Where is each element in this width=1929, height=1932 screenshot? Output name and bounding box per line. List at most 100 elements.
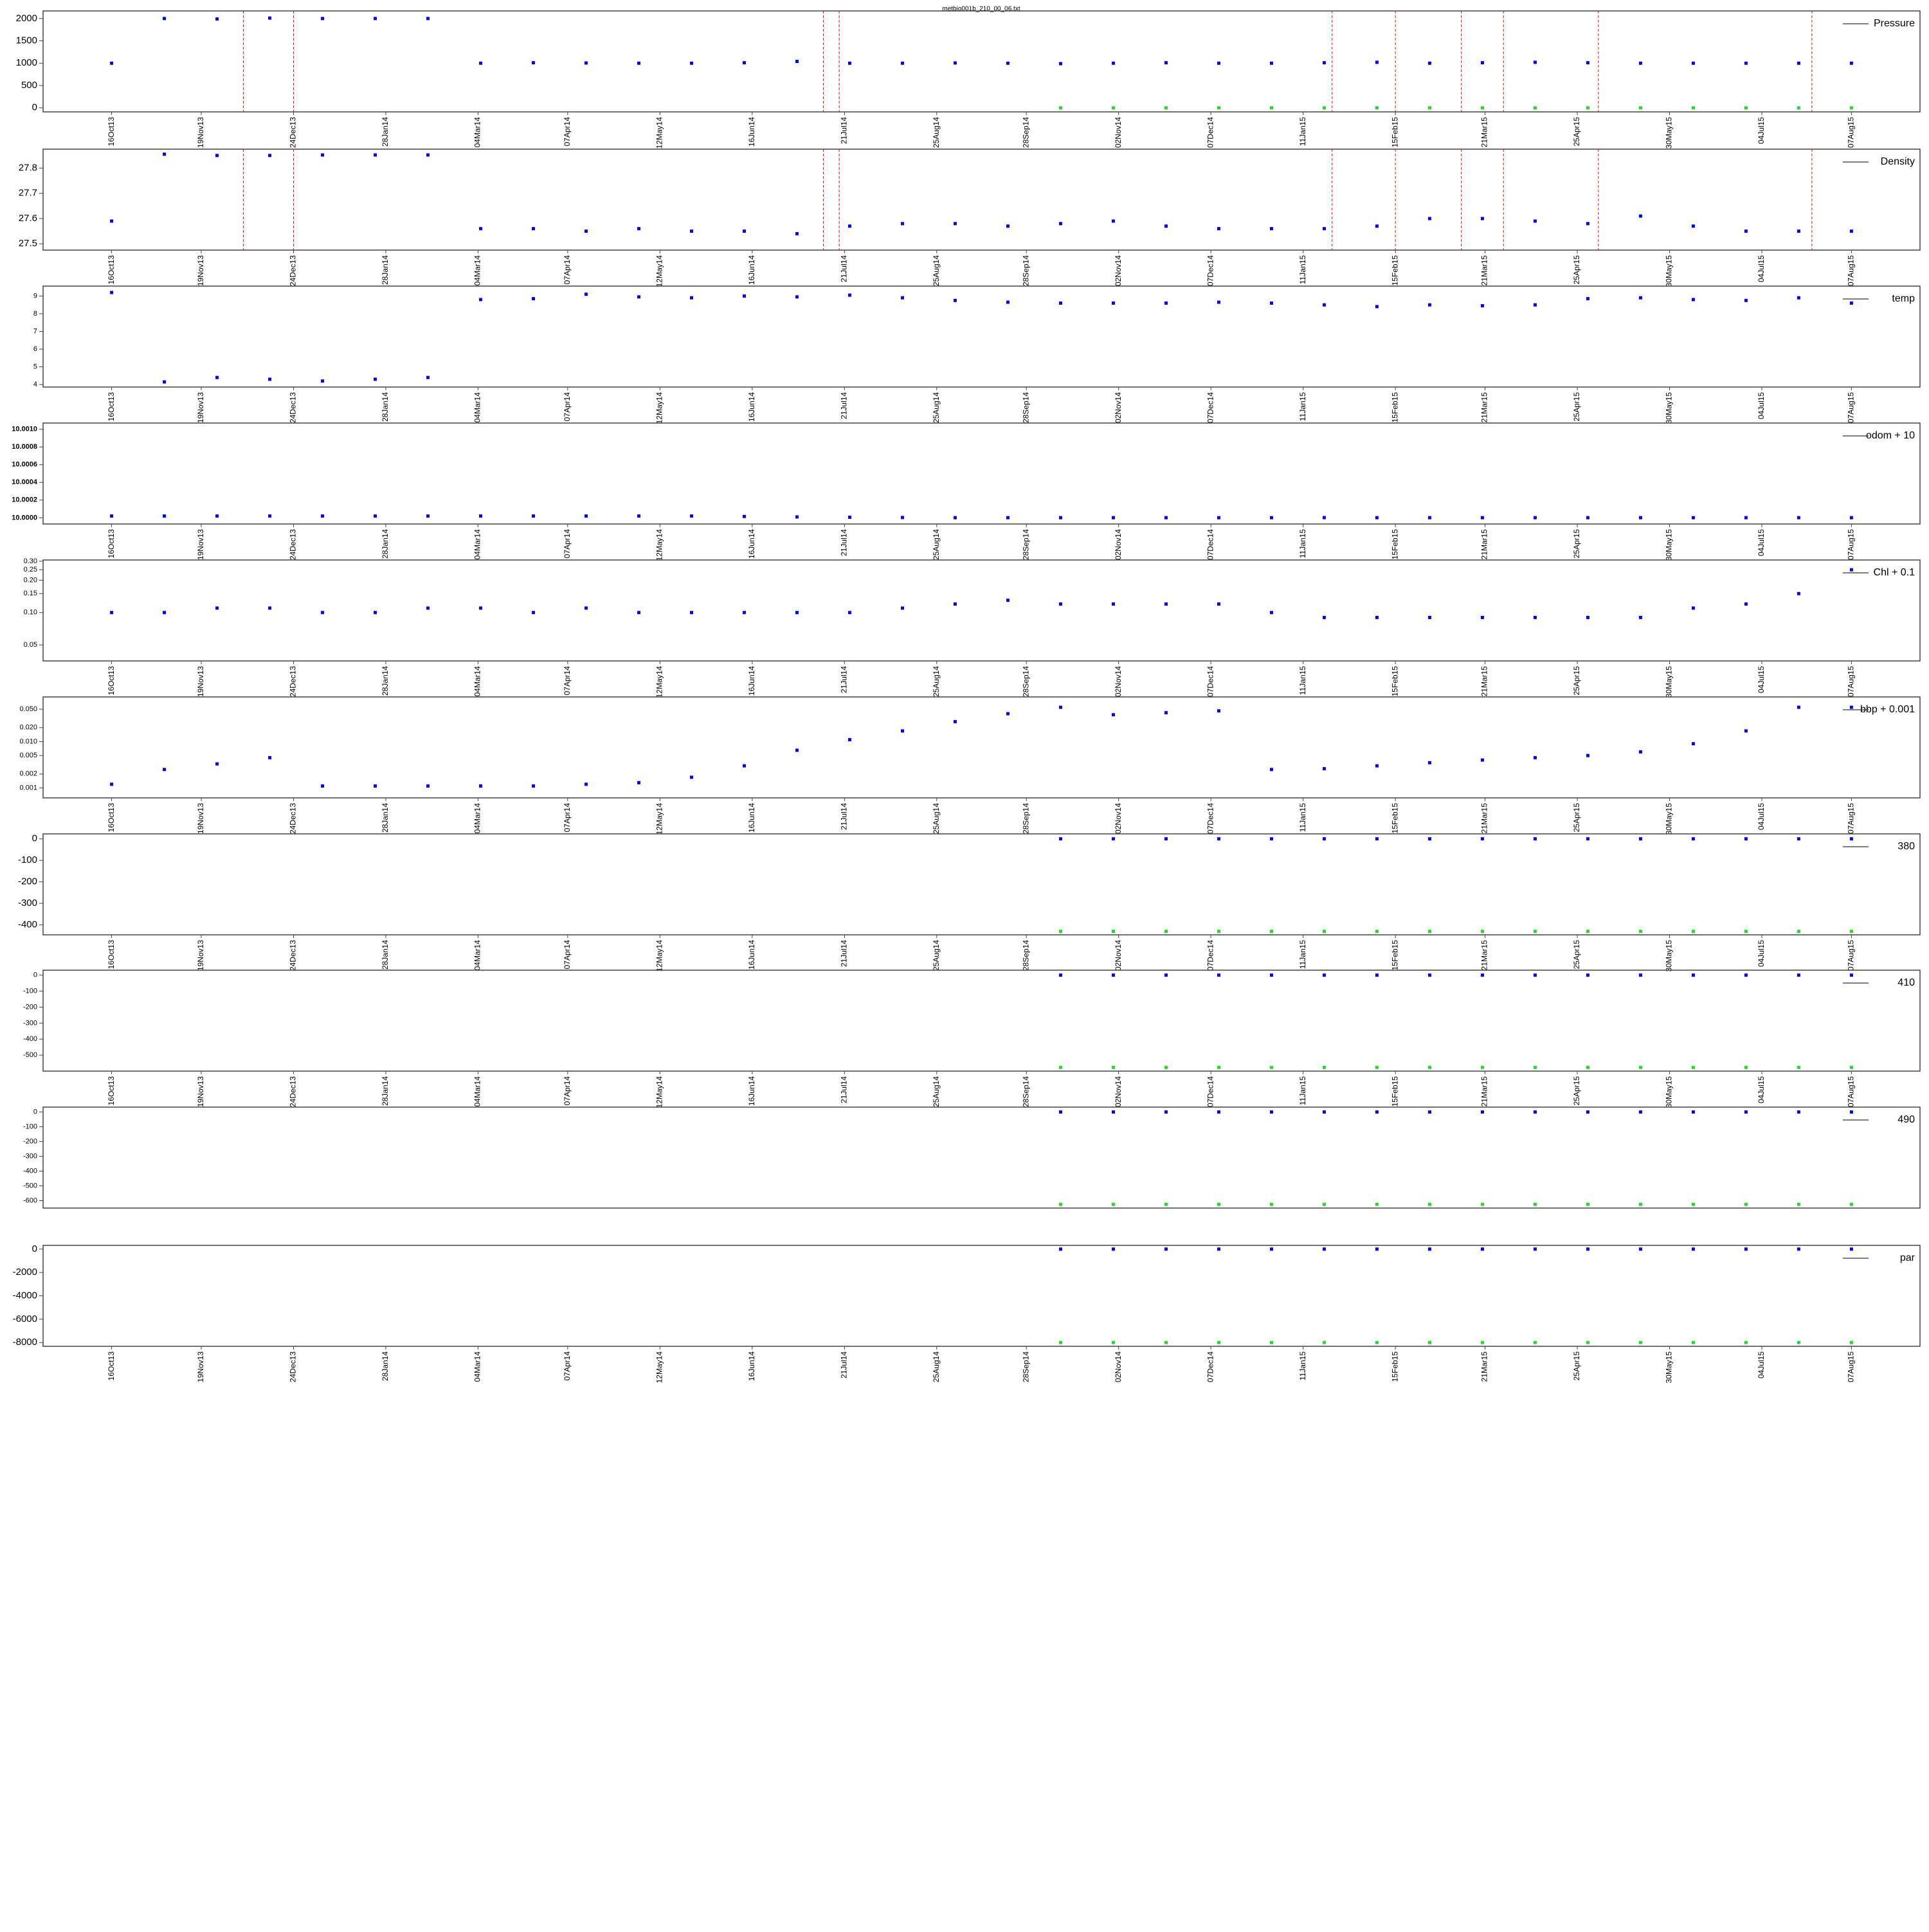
- x-tick-label: 16Jun14: [747, 117, 756, 147]
- point: [1638, 1110, 1642, 1114]
- point: [532, 227, 536, 231]
- x-tick-label: 02Nov14: [1114, 117, 1123, 148]
- legend-label: 490: [1897, 1114, 1915, 1125]
- x-tick-label: 30May15: [1665, 392, 1674, 424]
- point: [1164, 973, 1168, 977]
- x-tick-label: 04Jul15: [1757, 529, 1766, 556]
- point: [1269, 930, 1273, 934]
- x-tick-label: 11Jan15: [1298, 392, 1307, 421]
- y-tick-label: 0: [32, 102, 37, 113]
- point: [215, 514, 219, 518]
- x-tick-label: 24Dec13: [289, 1076, 298, 1107]
- plot-frame: [42, 149, 1921, 251]
- point: [1164, 301, 1168, 305]
- y-tick-label: 0: [32, 833, 37, 844]
- point: [1691, 837, 1695, 841]
- y-tick-label: 0.15: [24, 590, 37, 597]
- x-tick-label: 11Jan15: [1298, 1351, 1307, 1380]
- plot-frame: [42, 1106, 1921, 1209]
- point: [1058, 1065, 1062, 1069]
- point: [901, 222, 905, 226]
- point: [1217, 227, 1220, 231]
- x-tick-label: 25Aug14: [932, 529, 941, 560]
- y-tick-label: 10.0008: [12, 443, 37, 451]
- point: [268, 377, 272, 381]
- series: [1058, 106, 1853, 110]
- y-tick-label: 27.7: [19, 188, 37, 199]
- x-tick-label: 07Dec14: [1206, 392, 1215, 423]
- x-tick-label: 15Feb15: [1390, 666, 1399, 697]
- point: [1111, 516, 1115, 519]
- point: [901, 606, 905, 610]
- x-tick-label: 19Nov13: [196, 803, 205, 834]
- x-tick-label: 12May14: [655, 255, 664, 287]
- x-tick-label: 28Sep14: [1021, 940, 1030, 971]
- point: [1849, 61, 1853, 65]
- point: [1269, 1065, 1273, 1069]
- point: [1638, 837, 1642, 841]
- x-tick-label: 07Dec14: [1206, 1351, 1215, 1382]
- x-tick-label: 04Jul15: [1757, 117, 1766, 144]
- point: [1797, 1247, 1800, 1251]
- y-tick-label: 0.005: [19, 752, 37, 759]
- point: [1006, 516, 1010, 519]
- point: [1797, 705, 1800, 709]
- plot-frame: [42, 970, 1921, 1072]
- x-tick-label: 25Aug14: [932, 940, 941, 971]
- point: [532, 611, 536, 615]
- point: [426, 17, 430, 21]
- point: [163, 17, 167, 21]
- x-tick-label: 16Oct13: [107, 666, 116, 696]
- point: [1797, 591, 1800, 595]
- y-tick-label: 0.050: [19, 705, 37, 713]
- series: [1058, 1247, 1853, 1251]
- point: [1480, 973, 1484, 977]
- y-tick-label: 4: [33, 381, 37, 388]
- y-tick-label: 27.8: [19, 162, 37, 173]
- point: [1586, 61, 1589, 65]
- point: [1797, 1202, 1800, 1206]
- point: [268, 154, 272, 158]
- point: [1638, 930, 1642, 934]
- x-tick-label: 30May15: [1665, 529, 1674, 561]
- point: [1691, 106, 1695, 110]
- point: [1638, 1341, 1642, 1344]
- x-tick-label: 21Jul14: [839, 1076, 848, 1103]
- point: [215, 17, 219, 21]
- x-tick-label: 07Aug15: [1847, 1351, 1856, 1382]
- point: [1217, 1202, 1220, 1206]
- x-tick-label: 07Apr14: [563, 117, 572, 147]
- x-tick-label: 11Jan15: [1298, 1076, 1307, 1105]
- point: [1533, 755, 1537, 759]
- series: [1058, 973, 1853, 977]
- x-tick-label: 12May14: [655, 1076, 664, 1108]
- point: [1375, 305, 1379, 309]
- point: [1427, 837, 1431, 841]
- y-tick-label: -400: [18, 919, 37, 930]
- point: [1744, 930, 1748, 934]
- x-tick-label: 30May15: [1665, 940, 1674, 972]
- point: [1691, 298, 1695, 302]
- x-tick-label: 21Mar15: [1480, 803, 1489, 834]
- point: [1849, 837, 1853, 841]
- x-tick-label: 21Mar15: [1480, 940, 1489, 971]
- x-tick-label: 02Nov14: [1114, 803, 1123, 834]
- point: [479, 298, 483, 302]
- point: [1586, 516, 1589, 519]
- x-tick-label: 28Sep14: [1021, 1076, 1030, 1107]
- x-tick-label: 16Jun14: [747, 1351, 756, 1381]
- point: [690, 775, 694, 779]
- x-tick-label: 15Feb15: [1390, 1351, 1399, 1382]
- point: [1638, 516, 1642, 519]
- point: [1375, 930, 1379, 934]
- point: [268, 514, 272, 518]
- point: [1849, 1341, 1853, 1344]
- y-tick-label: -300: [23, 1152, 37, 1160]
- x-tick-label: 28Jan14: [381, 117, 390, 147]
- point: [1111, 602, 1115, 606]
- point: [690, 514, 694, 518]
- point: [532, 297, 536, 301]
- y-tick-label: -400: [23, 1035, 37, 1043]
- x-tick-label: 16Oct13: [107, 529, 116, 559]
- y-tick-label: 0: [33, 1108, 37, 1115]
